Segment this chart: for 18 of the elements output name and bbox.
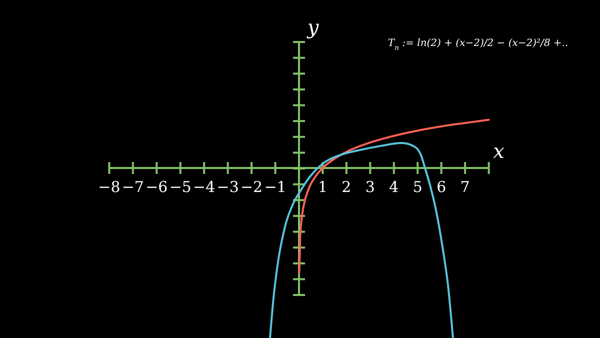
x-tick-label: −8 <box>98 178 120 196</box>
x-tick-label: −1 <box>264 178 286 196</box>
x-axis-title: x <box>493 139 504 163</box>
x-tick-label: −6 <box>146 178 168 196</box>
x-tick-label: 4 <box>389 178 399 196</box>
x-tick-label: 2 <box>342 178 352 196</box>
x-tick-label: 7 <box>460 178 470 196</box>
y-axis-title: y <box>306 15 320 39</box>
x-tick-label: −7 <box>122 178 144 196</box>
text: T$_{n}$ := ln(2) + (x−2)/2 − (x−2)²/8 +.. <box>388 38 568 52</box>
x-tick-label: −4 <box>193 178 216 196</box>
x-tick-label: 1 <box>318 178 328 196</box>
x-tick-label: 3 <box>365 178 375 196</box>
x-tick-label: −2 <box>240 178 263 196</box>
x-tick-label: −3 <box>216 178 239 196</box>
x-tick-label: 6 <box>436 178 446 196</box>
x-tick-label: −5 <box>169 178 192 196</box>
x-tick-label: 5 <box>412 178 422 196</box>
